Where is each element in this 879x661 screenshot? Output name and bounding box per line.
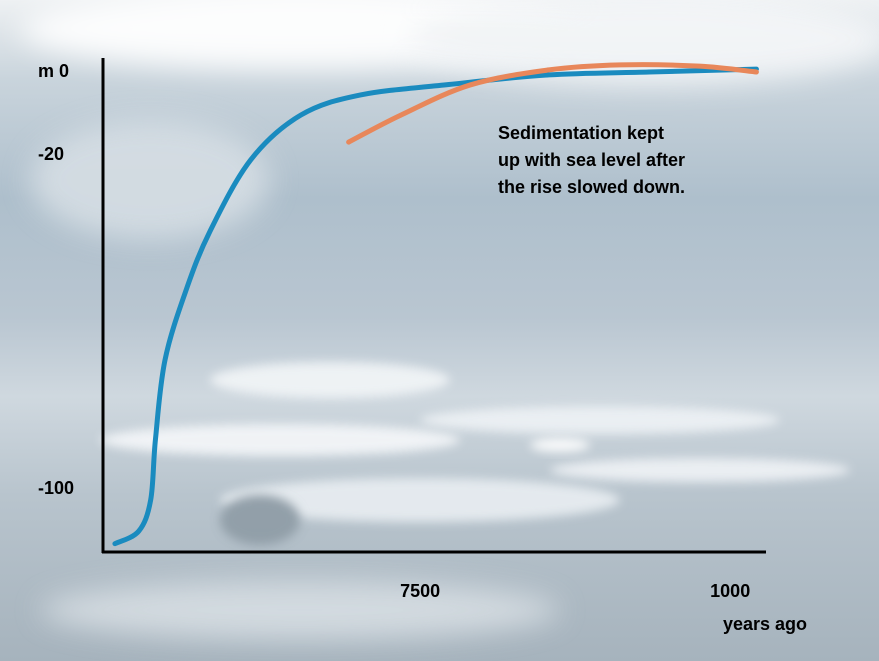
photo-background xyxy=(20,0,879,640)
annotation: the rise slowed down. xyxy=(498,177,685,197)
annotation: up with sea level after xyxy=(498,150,685,170)
annotation: Sedimentation kept xyxy=(498,123,664,143)
x-tick-label: 1000 xyxy=(710,581,750,601)
x-axis-label: years ago xyxy=(723,614,807,634)
x-tick-label: 7500 xyxy=(400,581,440,601)
screenshot: years ago m 0 -20 -100 7500 1000 Sedimentatio… xyxy=(0,0,879,661)
chart: years ago m 0 -20 -100 7500 1000 Sedimentatio… xyxy=(0,0,879,661)
y-tick-label: m 0 xyxy=(38,61,69,81)
y-tick-label: -20 xyxy=(38,144,64,164)
y-tick-label: -100 xyxy=(38,478,74,498)
